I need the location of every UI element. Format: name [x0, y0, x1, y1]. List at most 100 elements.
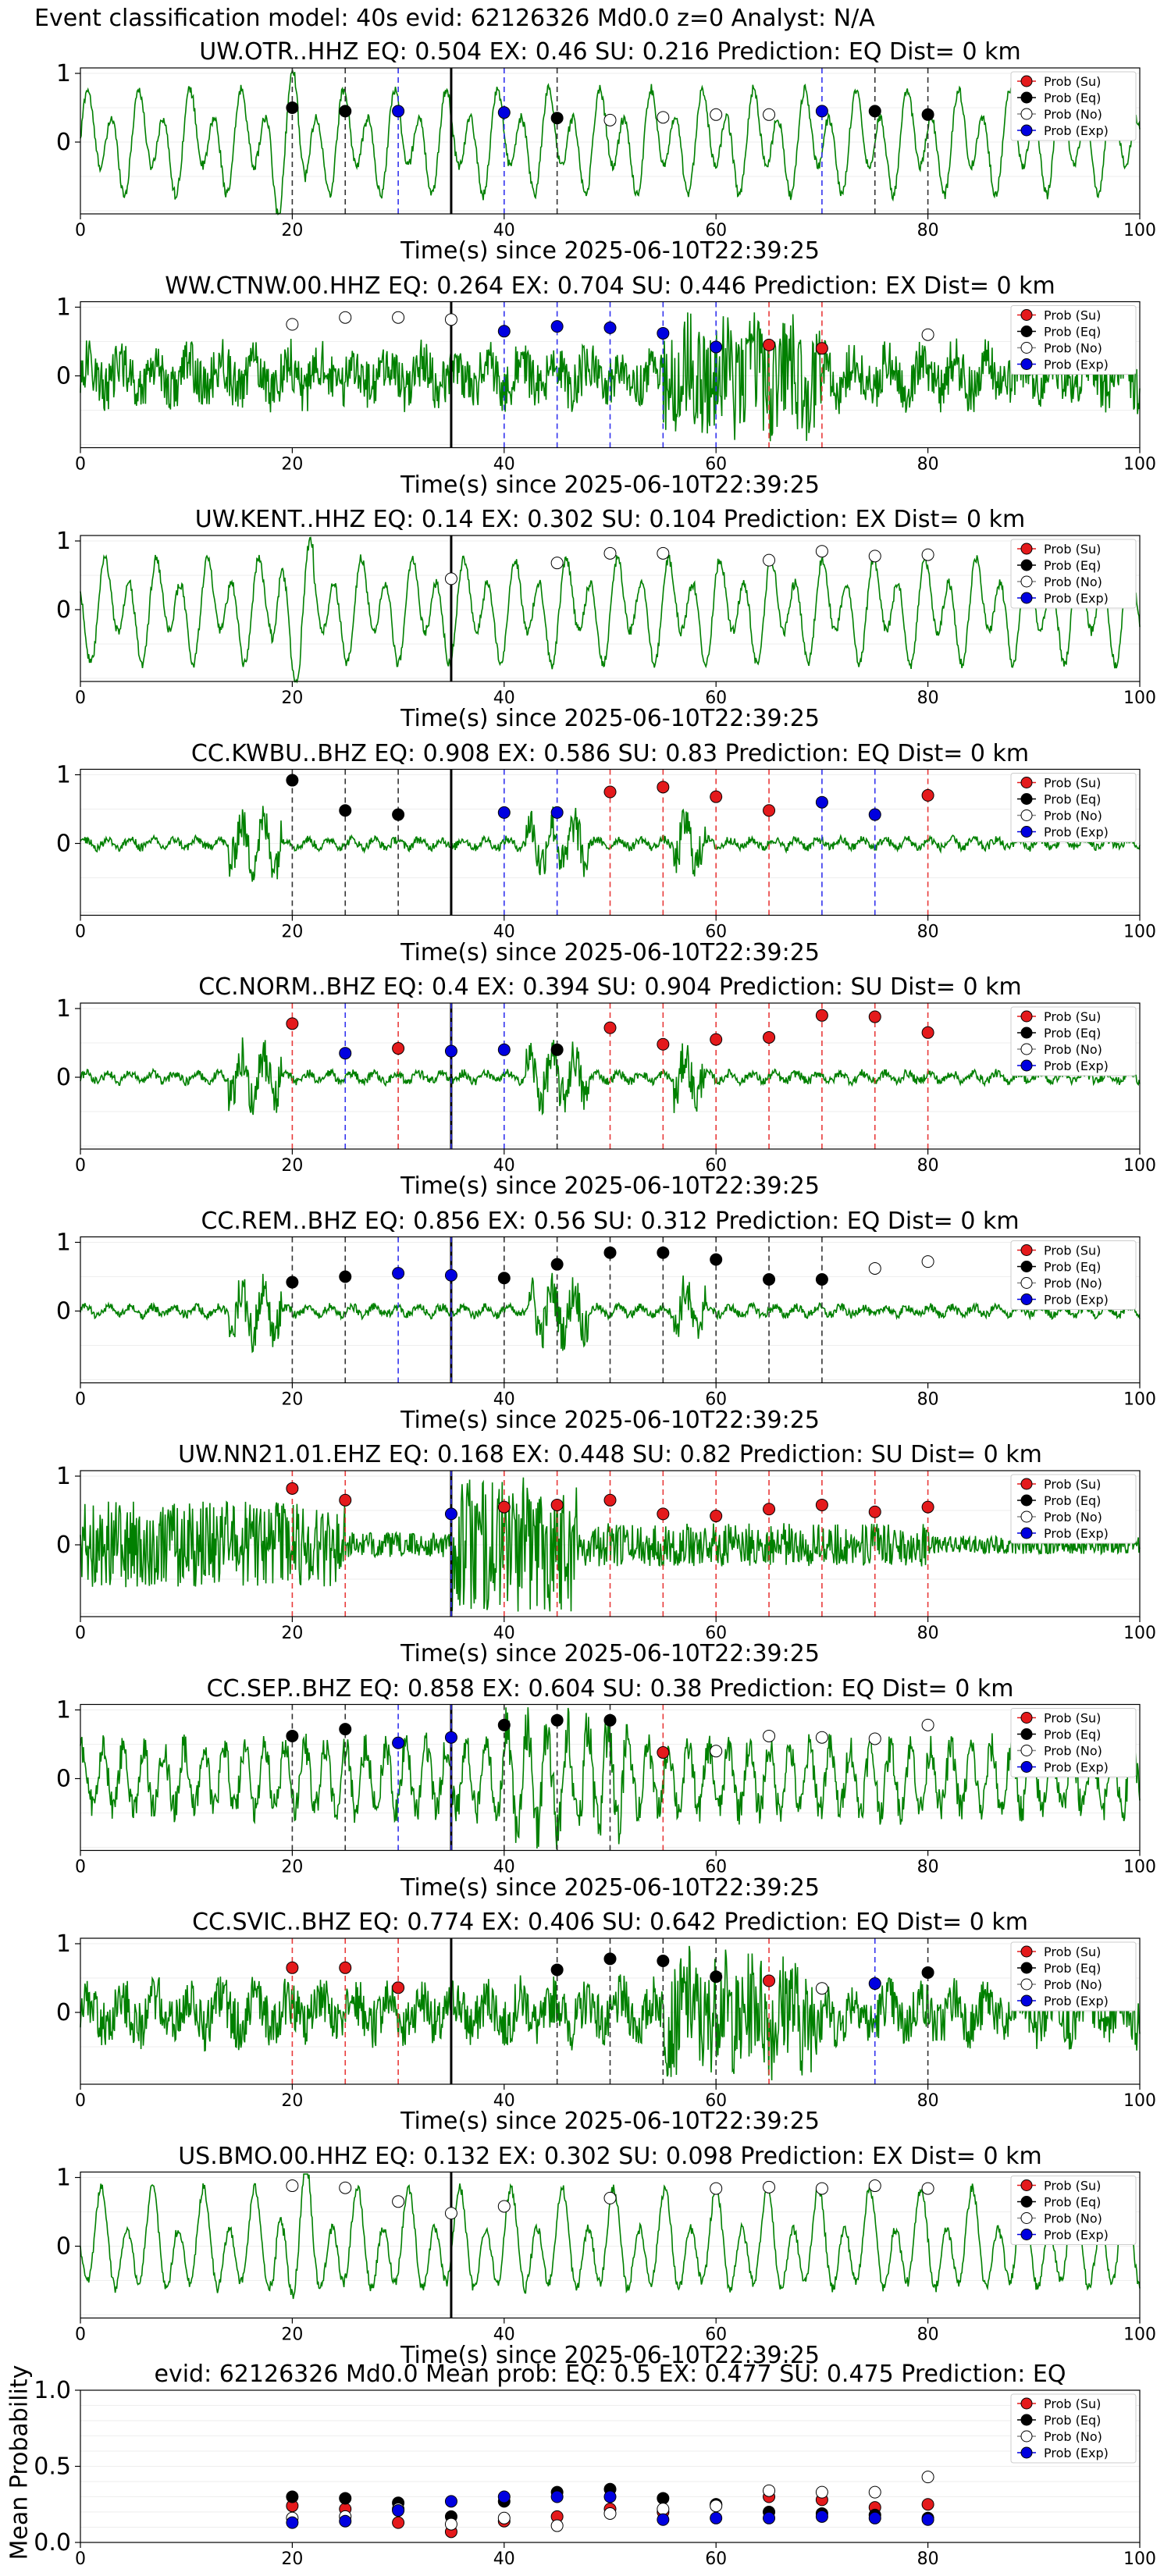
xtick-label-8-0: 0: [75, 2091, 86, 2111]
legend-marker-No: [1020, 1043, 1033, 1055]
axes-frame-4: [80, 1002, 1141, 1150]
mean-point-Exp-5: [550, 2490, 564, 2503]
marker-Su-3-7: [710, 790, 723, 803]
marker-No-7-11: [868, 1732, 881, 1745]
mean-point-Eq-0: [286, 2490, 299, 2503]
marker-Su-4-6: [603, 1021, 617, 1034]
xtick-label-6-5: 100: [1123, 1624, 1156, 1643]
mean-point-Exp-10: [815, 2510, 828, 2523]
legend-marker-No: [1020, 1510, 1033, 1523]
xtick-label-10-3: 60: [705, 2549, 727, 2569]
xtick-label-3-0: 0: [75, 923, 86, 942]
panel-title-2: UW.KENT..HHZ EQ: 0.14 EX: 0.302 SU: 0.10…: [194, 506, 1026, 533]
marker-Su-1-9: [763, 338, 776, 351]
ytick-label-8-0: 1: [56, 1930, 71, 1958]
marker-Su-6-3: [497, 1500, 511, 1514]
legend-box: [1010, 71, 1137, 141]
xtick-label-5-5: 100: [1123, 1390, 1156, 1410]
marker-Eq-5-6: [603, 1246, 617, 1259]
ytick-label-8-1: 0: [56, 1999, 71, 2026]
legend-marker-Su: [1020, 1244, 1033, 1256]
panel-title-4: CC.NORM..BHZ EQ: 0.4 EX: 0.394 SU: 0.904…: [198, 973, 1022, 1001]
marker-Su-8-7: [763, 1974, 776, 1987]
marker-No-9-8: [815, 2182, 828, 2195]
marker-Su-7-7: [657, 1746, 670, 1759]
legend-label-Eq: Prob (Eq): [1044, 2413, 1101, 2428]
ytick-label-0-1: 0: [56, 129, 71, 156]
legend-box: [1010, 1941, 1137, 2012]
marker-No-1-0: [286, 318, 299, 331]
xtick-label-4-3: 60: [705, 1156, 727, 1176]
marker-No-5-11: [868, 1261, 881, 1275]
legend-4: Prob (Su) Prob (Eq)Prob (No) Prob (Exp): [1010, 1006, 1137, 1076]
xtick-label-0-4: 80: [917, 221, 939, 240]
legend-3: Prob (Su)Prob (Eq) Prob (No)Prob (Exp): [1010, 773, 1137, 842]
legend-box: [1010, 1708, 1137, 1777]
xtick-label-5-0: 0: [75, 1390, 86, 1410]
xtick-label-2-3: 60: [705, 688, 727, 708]
waveform-0: [80, 69, 1141, 215]
marker-No-9-4: [497, 2200, 511, 2213]
marker-No-1-2: [392, 311, 405, 324]
legend-2: Prob (Su)Prob (Eq) Prob (No) Prob (Exp): [1010, 539, 1137, 609]
ytick-label-5-0: 1: [56, 1229, 71, 1257]
legend-label-No: Prob (No): [1044, 341, 1102, 356]
xtick-label-10-5: 100: [1123, 2549, 1156, 2569]
marker-Su-6-7: [710, 1510, 723, 1523]
ytick-label-4-1: 0: [56, 1064, 71, 1091]
legend-marker-Exp: [1020, 1059, 1033, 1072]
xtick-label-0-0: 0: [75, 221, 86, 240]
marker-No-9-6: [710, 2182, 723, 2195]
axes-frame-7: [80, 1703, 1141, 1852]
marker-Su-3-6: [657, 781, 670, 794]
mean-point-Exp-12: [921, 2513, 934, 2526]
marker-Eq-7-6: [603, 1713, 617, 1727]
xtick-label-0-3: 60: [705, 221, 727, 240]
legend-label-Eq: Prob (Eq): [1044, 1493, 1101, 1508]
axes-frame-3: [80, 768, 1141, 916]
legend-marker-Su: [1020, 75, 1033, 87]
legend-marker-No: [1020, 1277, 1033, 1289]
xtick-label-9-4: 80: [917, 2325, 939, 2345]
mean-point-Exp-11: [868, 2511, 881, 2524]
axes-frame-6: [80, 1470, 1141, 1617]
legend-label-Exp: Prob (Exp): [1044, 2228, 1109, 2243]
ytick-label-4-0: 1: [56, 995, 71, 1023]
marker-No-2-2: [603, 546, 617, 560]
marker-Su-1-10: [815, 342, 828, 355]
legend-label-Eq: Prob (Eq): [1044, 792, 1101, 807]
marker-Eq-5-9: [763, 1273, 776, 1286]
mean-point-No-6: [603, 2507, 617, 2520]
ytick-label-1-1: 0: [56, 363, 71, 390]
mean-point-Exp-9: [763, 2511, 776, 2524]
xtick-label-4-5: 100: [1123, 1156, 1156, 1176]
marker-Su-8-2: [392, 1981, 405, 1994]
marker-Eq-0-4: [550, 112, 564, 125]
legend-marker-Su: [1020, 309, 1033, 321]
mean-point-No-11: [868, 2485, 881, 2499]
panel-title-3: CC.KWBU..BHZ EQ: 0.908 EX: 0.586 SU: 0.8…: [190, 739, 1030, 767]
ytick-label-5-1: 0: [56, 1298, 71, 1325]
panel-xlabel-1: Time(s) since 2025-06-10T22:39:25: [400, 471, 820, 499]
marker-No-2-1: [550, 557, 564, 570]
ytick-label-2-1: 0: [56, 596, 71, 624]
legend-marker-Exp: [1020, 1994, 1033, 2007]
marker-No-1-1: [339, 311, 352, 324]
marker-Su-4-9: [763, 1030, 776, 1044]
xtick-label-1-3: 60: [705, 455, 727, 475]
xtick-label-10-0: 0: [75, 2549, 86, 2569]
marker-Eq-8-10: [921, 1966, 934, 1979]
mean-point-Exp-1: [339, 2514, 352, 2528]
xtick-label-7-2: 40: [493, 1858, 515, 1877]
xtick-label-7-5: 100: [1123, 1858, 1156, 1877]
legend-marker-Exp: [1020, 592, 1033, 604]
panel-xlabel-5: Time(s) since 2025-06-10T22:39:25: [400, 1406, 820, 1434]
legend-marker-No: [1020, 575, 1033, 588]
marker-Su-3-11: [921, 788, 934, 802]
marker-Eq-3-0: [286, 774, 299, 787]
legend-label-Su: Prob (Su): [1044, 1711, 1101, 1726]
marker-No-7-8: [710, 1745, 723, 1758]
legend-box: [1010, 2176, 1137, 2245]
legend-7: Prob (Su)Prob (Eq) Prob (No)Prob (Exp): [1010, 1708, 1137, 1777]
marker-Exp-7-2: [392, 1736, 405, 1749]
